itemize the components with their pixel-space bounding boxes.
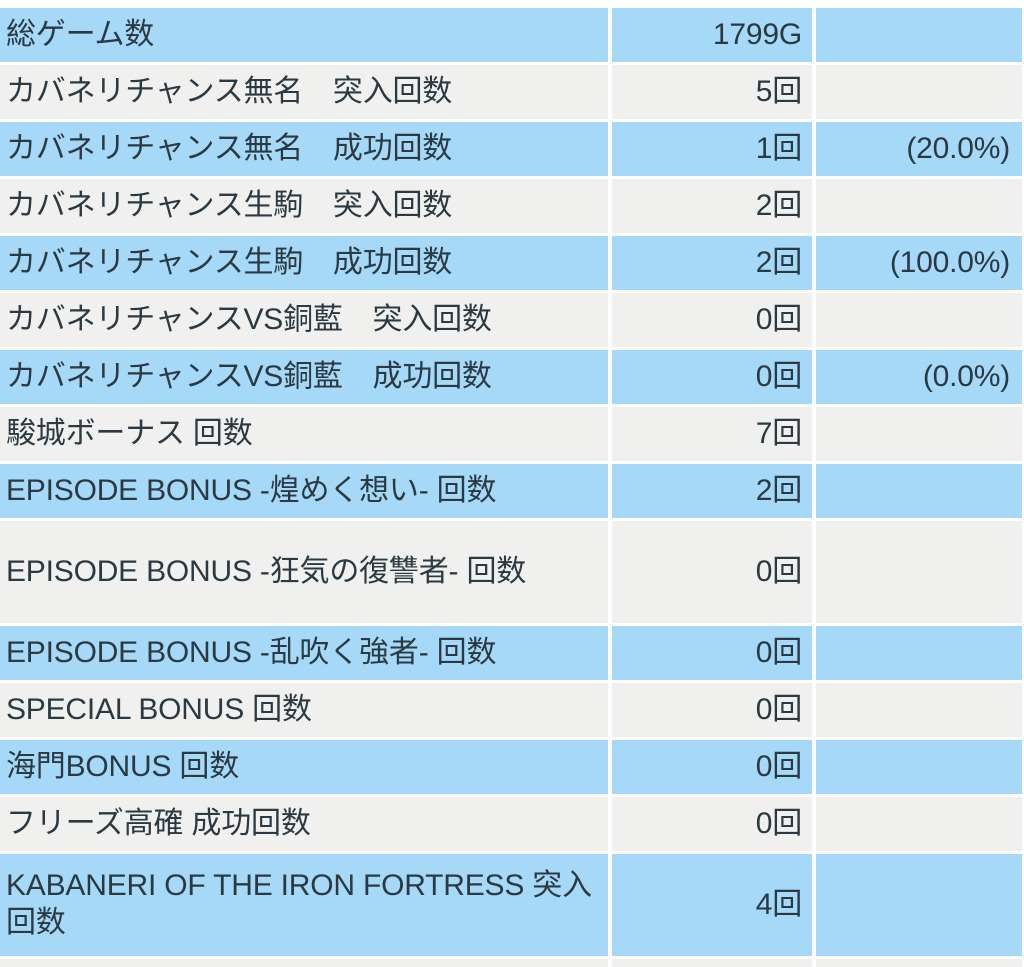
row-label: SPECIAL BONUS 回数 [0, 683, 608, 737]
row-count-value: 2回 [612, 236, 812, 290]
row-label [0, 959, 608, 967]
row-label: カバネリチャンス無名 成功回数 [0, 122, 608, 176]
row-percentage-value [816, 407, 1022, 461]
row-percentage-value [816, 626, 1022, 680]
table-row: カバネリチャンス無名 成功回数 1回 (20.0%) [0, 122, 1024, 176]
table-row: KABANERI OF THE IRON FORTRESS 突入回数 4回 [0, 854, 1024, 956]
row-percentage-value [816, 683, 1022, 737]
row-label: カバネリチャンス無名 突入回数 [0, 65, 608, 119]
table-row: 総ゲーム数 1799G [0, 8, 1024, 62]
row-count-value: 0回 [612, 797, 812, 851]
row-percentage-value [816, 179, 1022, 233]
row-percentage-value: (0.0%) [816, 350, 1022, 404]
row-percentage-value: (20.0%) [816, 122, 1022, 176]
row-label: 海門BONUS 回数 [0, 740, 608, 794]
row-count-value: 1799G [612, 8, 812, 62]
row-count-value: 1回 [612, 122, 812, 176]
row-count-value: 0回 [612, 521, 812, 623]
row-percentage-value [816, 959, 1022, 967]
row-percentage-value [816, 521, 1022, 623]
table-row: EPISODE BONUS -煌めく想い- 回数 2回 [0, 464, 1024, 518]
row-label: カバネリチャンス生駒 突入回数 [0, 179, 608, 233]
row-label: カバネリチャンスVS銅藍 成功回数 [0, 350, 608, 404]
table-row: EPISODE BONUS -乱吹く強者- 回数 0回 [0, 626, 1024, 680]
row-count-value: 0回 [612, 740, 812, 794]
row-count-value: 0回 [612, 350, 812, 404]
row-count-value: 5回 [612, 65, 812, 119]
row-percentage-value [816, 740, 1022, 794]
row-count-value: 0回 [612, 626, 812, 680]
row-count-value: 0回 [612, 293, 812, 347]
table-row: EPISODE BONUS -狂気の復讐者- 回数 0回 [0, 521, 1024, 623]
row-percentage-value [816, 65, 1022, 119]
row-percentage-value [816, 464, 1022, 518]
row-label: カバネリチャンスVS銅藍 突入回数 [0, 293, 608, 347]
row-percentage-value [816, 293, 1022, 347]
table-row: 駿城ボーナス 回数 7回 [0, 407, 1024, 461]
row-label: 駿城ボーナス 回数 [0, 407, 608, 461]
row-label: フリーズ高確 成功回数 [0, 797, 608, 851]
row-label: EPISODE BONUS -狂気の復讐者- 回数 [0, 521, 608, 623]
row-label: EPISODE BONUS -乱吹く強者- 回数 [0, 626, 608, 680]
table-row: カバネリチャンス生駒 突入回数 2回 [0, 179, 1024, 233]
row-percentage-value [816, 797, 1022, 851]
table-row: 海門BONUS 回数 0回 [0, 740, 1024, 794]
row-count-value: 0回 [612, 683, 812, 737]
table-row: カバネリチャンス無名 突入回数 5回 [0, 65, 1024, 119]
table-row: SPECIAL BONUS 回数 0回 [0, 683, 1024, 737]
row-label: EPISODE BONUS -煌めく想い- 回数 [0, 464, 608, 518]
row-percentage-value: (100.0%) [816, 236, 1022, 290]
row-label: 総ゲーム数 [0, 8, 608, 62]
table-row: カバネリチャンスVS銅藍 成功回数 0回 (0.0%) [0, 350, 1024, 404]
table-row: フリーズ高確 成功回数 0回 [0, 797, 1024, 851]
row-count-value: 4回 [612, 854, 812, 956]
row-count-value: 2回 [612, 179, 812, 233]
row-count-value: 7回 [612, 407, 812, 461]
table-row: カバネリチャンスVS銅藍 突入回数 0回 [0, 293, 1024, 347]
row-label: カバネリチャンス生駒 成功回数 [0, 236, 608, 290]
table-row: カバネリチャンス生駒 成功回数 2回 (100.0%) [0, 236, 1024, 290]
row-count-value [612, 959, 812, 967]
table-row [0, 959, 1024, 967]
row-percentage-value [816, 8, 1022, 62]
row-count-value: 2回 [612, 464, 812, 518]
row-percentage-value [816, 854, 1022, 956]
row-label: KABANERI OF THE IRON FORTRESS 突入回数 [0, 854, 608, 956]
